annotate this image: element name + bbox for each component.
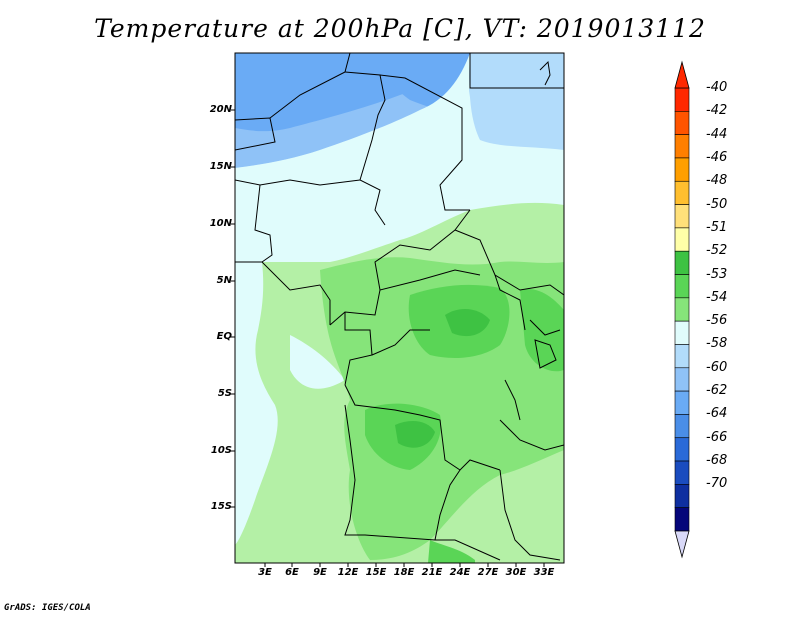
- colorbar-label: -64: [706, 406, 728, 422]
- credit-text: GrADS: IGES/COLA: [4, 603, 91, 613]
- lon-label: 30E: [505, 567, 527, 578]
- lon-label: 3E: [258, 567, 272, 578]
- lat-label: 15N: [209, 161, 232, 172]
- colorbar-top-tip: [674, 60, 690, 89]
- colorbar-segment: [674, 157, 690, 182]
- colorbar-segment: [674, 250, 690, 275]
- colorbar-segment: [674, 227, 690, 252]
- colorbar-segment: [674, 111, 690, 135]
- colorbar-segment: [674, 87, 690, 112]
- colorbar-label: -50: [706, 196, 728, 212]
- colorbar-label: -46: [706, 149, 728, 165]
- colorbar-label: -51: [706, 219, 728, 235]
- field-green-dark: [445, 308, 490, 337]
- colorbar-segment: [674, 297, 690, 322]
- lon-label: 27E: [477, 567, 499, 578]
- colorbar-label: -52: [706, 243, 728, 259]
- country-borders: [235, 53, 564, 561]
- colorbar-segment: [674, 344, 690, 369]
- chart-title: Temperature at 200hPa [C], VT: 201901311…: [94, 14, 706, 43]
- colorbar-segment: [674, 507, 690, 532]
- lon-label: 15E: [365, 567, 387, 578]
- colorbar-segment: [674, 180, 690, 205]
- map-frame: [234, 52, 565, 564]
- colorbar-label: -54: [706, 289, 728, 305]
- colorbar-label: -40: [706, 80, 728, 95]
- colorbar-segment: [674, 204, 690, 229]
- field-green-dark-south: [395, 420, 435, 448]
- field-cyan-pale: [235, 53, 564, 262]
- colorbar-segment: [674, 460, 690, 485]
- colorbar-segment: [674, 414, 690, 439]
- axis-ticks: [231, 109, 545, 567]
- colorbar-label: -42: [706, 103, 728, 119]
- colorbar-segment: [674, 320, 690, 345]
- colorbar-segment: [674, 390, 690, 415]
- colorbar-label: -70: [706, 476, 728, 492]
- colorbar-segment: [674, 274, 690, 299]
- lon-label: 9E: [313, 567, 327, 578]
- colorbar-label: -66: [706, 429, 728, 445]
- lon-label: 18E: [393, 567, 415, 578]
- colorbar-label: -62: [706, 383, 728, 399]
- colorbar-label: -56: [706, 313, 728, 329]
- lon-label: 24E: [449, 567, 471, 578]
- lat-label: 20N: [209, 104, 232, 115]
- lat-label: 15S: [210, 501, 232, 512]
- lat-label: 5N: [216, 275, 232, 286]
- colorbar-label: -44: [706, 126, 728, 142]
- colorbar-segment: [674, 437, 690, 462]
- lon-label: 12E: [337, 567, 359, 578]
- lat-label: 10S: [210, 445, 232, 456]
- colorbar-segment: [674, 367, 690, 392]
- field-green-mid-east: [520, 289, 564, 372]
- colorbar-label: -58: [706, 336, 728, 352]
- lon-label: 33E: [533, 567, 555, 578]
- colorbar-segment: [674, 134, 690, 159]
- field-cyan-pale-west: [235, 262, 278, 545]
- colorbar-segment: [674, 484, 690, 508]
- lon-label: 6E: [285, 567, 299, 578]
- lon-label: 21E: [421, 567, 443, 578]
- colorbar-label: -53: [706, 266, 728, 282]
- field-green-mid-bottom: [428, 540, 475, 563]
- colorbar-label: -68: [706, 453, 728, 469]
- lat-label: 10N: [209, 218, 232, 229]
- field-cyan-pale-coast: [290, 335, 345, 389]
- colorbar-label: -60: [706, 359, 728, 375]
- lat-label: EQ: [216, 331, 232, 342]
- lat-label: 5S: [217, 388, 232, 399]
- colorbar-label: -48: [706, 173, 728, 189]
- colorbar-bottom-tip: [674, 530, 690, 559]
